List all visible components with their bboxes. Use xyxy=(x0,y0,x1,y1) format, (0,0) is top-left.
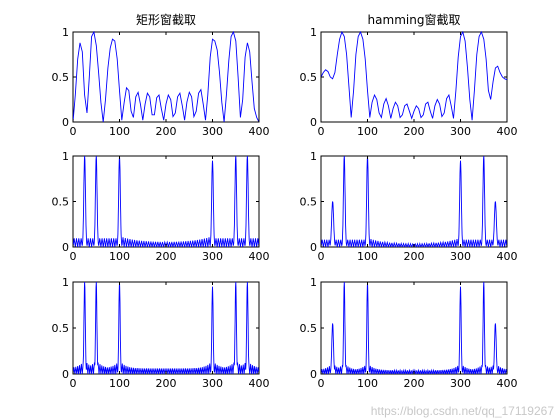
y-tick-label: 1 xyxy=(62,150,69,163)
y-tick-label: 1 xyxy=(310,26,317,39)
x-tick-label: 400 xyxy=(249,250,270,263)
x-tick-label: 0 xyxy=(70,250,77,263)
x-tick-label: 300 xyxy=(202,377,223,390)
y-tick-label: 0.5 xyxy=(300,71,318,84)
subplot-1: 0 100 200 300 400 0 0.5 1 矩形窗截取 xyxy=(52,13,270,138)
y-tick-label: 0.5 xyxy=(52,322,70,335)
x-tick-label: 400 xyxy=(497,125,518,138)
series-line xyxy=(73,31,259,122)
y-tick-label: 0 xyxy=(310,241,317,254)
y-tick-label: 1 xyxy=(310,150,317,163)
y-tick-label: 1 xyxy=(310,276,317,289)
x-tick-label: 400 xyxy=(497,377,518,390)
y-tick-label: 0.5 xyxy=(52,71,70,84)
x-tick-label: 100 xyxy=(109,125,130,138)
subplot-title: 矩形窗截取 xyxy=(136,13,196,27)
series-line xyxy=(321,31,507,121)
x-tick-label: 0 xyxy=(318,250,325,263)
y-tick-label: 1 xyxy=(62,276,69,289)
axes-box xyxy=(72,155,260,248)
x-tick-label: 100 xyxy=(357,377,378,390)
x-tick-label: 0 xyxy=(318,377,325,390)
axes-box xyxy=(72,31,260,123)
x-tick-label: 100 xyxy=(357,250,378,263)
x-tick-label: 200 xyxy=(404,125,425,138)
x-tick-label: 400 xyxy=(249,125,270,138)
x-tick-label: 200 xyxy=(404,250,425,263)
series-line xyxy=(73,155,259,247)
y-tick-label: 0 xyxy=(310,116,317,129)
x-tick-label: 300 xyxy=(450,250,471,263)
x-tick-label: 200 xyxy=(404,377,425,390)
subplot-title: hamming窗截取 xyxy=(368,13,461,27)
x-tick-label: 0 xyxy=(70,377,77,390)
x-tick-label: 400 xyxy=(249,377,270,390)
x-tick-label: 400 xyxy=(497,250,518,263)
x-tick-label: 100 xyxy=(109,377,130,390)
x-tick-label: 200 xyxy=(156,125,177,138)
axes-box xyxy=(320,31,508,123)
x-tick-label: 300 xyxy=(450,125,471,138)
subplot-5: 0 100 200 300 400 0 0.5 1 xyxy=(52,276,270,390)
x-tick-label: 0 xyxy=(318,125,325,138)
axes-box xyxy=(72,281,260,375)
y-tick-label: 0.5 xyxy=(52,196,70,209)
series-line xyxy=(73,281,259,374)
series-line xyxy=(321,281,507,374)
x-tick-label: 100 xyxy=(109,250,130,263)
x-tick-label: 200 xyxy=(156,250,177,263)
y-tick-label: 0 xyxy=(310,368,317,381)
subplot-2: 0 100 200 300 400 0 0.5 1 hamming窗截取 xyxy=(300,13,518,138)
x-tick-label: 300 xyxy=(450,377,471,390)
y-tick-label: 0 xyxy=(62,368,69,381)
subplot-3: 0 100 200 300 400 0 0.5 1 xyxy=(52,150,270,263)
x-tick-label: 300 xyxy=(202,250,223,263)
watermark: https://blog.csdn.net/qq_17119267 xyxy=(370,404,554,418)
axes-box xyxy=(320,155,508,248)
x-tick-label: 300 xyxy=(202,125,223,138)
series-line xyxy=(321,155,507,247)
y-tick-label: 0.5 xyxy=(300,196,318,209)
axes-box xyxy=(320,281,508,375)
subplot-4: 0 100 200 300 400 0 0.5 1 xyxy=(300,150,518,263)
y-tick-label: 0.5 xyxy=(300,322,318,335)
y-tick-label: 1 xyxy=(62,26,69,39)
x-tick-label: 100 xyxy=(357,125,378,138)
x-tick-label: 200 xyxy=(156,377,177,390)
y-tick-label: 0 xyxy=(62,116,69,129)
x-tick-label: 0 xyxy=(70,125,77,138)
subplot-6: 0 100 200 300 400 0 0.5 1 xyxy=(300,276,518,390)
y-tick-label: 0 xyxy=(62,241,69,254)
